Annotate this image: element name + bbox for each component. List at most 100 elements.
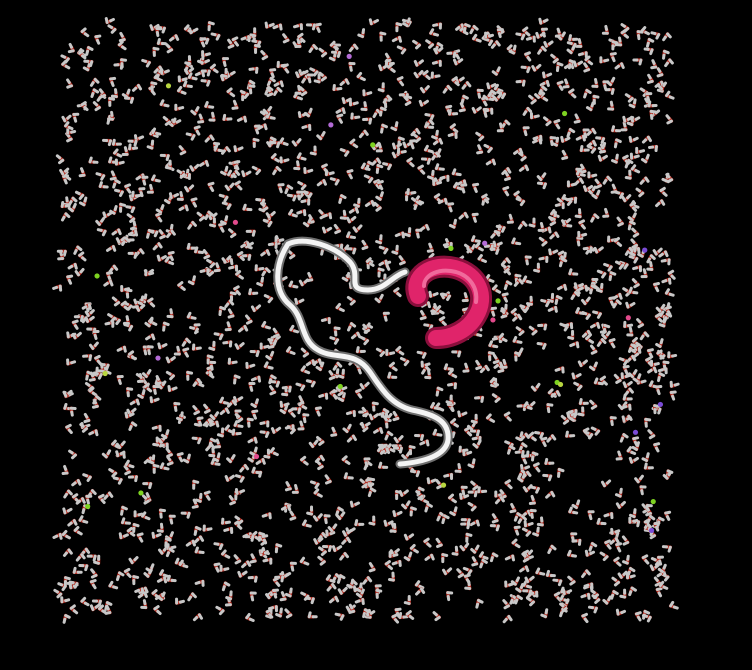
ion-atom — [85, 503, 91, 510]
water-molecule — [138, 187, 146, 198]
water-molecule — [72, 566, 83, 574]
water-molecule — [576, 236, 584, 247]
water-molecule — [492, 240, 503, 248]
water-molecule — [316, 178, 327, 187]
water-molecule — [661, 277, 672, 285]
water-molecule — [568, 506, 579, 515]
water-molecule — [441, 514, 450, 525]
water-molecule — [346, 215, 357, 224]
water-molecule — [639, 331, 650, 341]
water-molecule — [233, 554, 242, 565]
water-molecule — [639, 176, 650, 185]
water-molecule — [141, 175, 149, 186]
water-molecule — [446, 590, 454, 602]
water-molecule — [146, 139, 155, 150]
water-molecule — [430, 71, 441, 79]
water-molecule — [62, 548, 73, 557]
water-molecule — [385, 348, 396, 357]
water-molecule — [537, 323, 548, 331]
water-molecule — [615, 608, 627, 616]
water-molecule — [226, 169, 237, 179]
water-molecule — [275, 607, 283, 618]
water-molecule — [367, 487, 377, 498]
water-molecule — [329, 40, 339, 51]
water-molecule — [129, 398, 140, 406]
water-molecule — [343, 472, 354, 480]
water-molecule — [297, 420, 305, 431]
water-molecule — [601, 24, 610, 35]
water-molecule — [136, 295, 145, 306]
water-molecule — [496, 122, 505, 133]
water-molecule — [159, 153, 170, 162]
water-molecule — [503, 280, 513, 291]
water-molecule — [68, 196, 78, 206]
water-molecule — [296, 190, 304, 201]
water-molecule — [269, 380, 281, 388]
water-molecule — [376, 180, 384, 191]
water-molecule — [469, 24, 479, 35]
water-molecule — [245, 229, 256, 237]
water-molecule — [207, 212, 218, 221]
water-molecule — [112, 476, 123, 485]
water-molecule — [624, 93, 634, 103]
water-molecule — [542, 116, 552, 127]
water-molecule — [93, 554, 101, 565]
water-molecule — [168, 514, 176, 525]
water-molecule — [152, 242, 163, 251]
water-molecule — [167, 250, 175, 262]
water-molecule — [213, 262, 221, 273]
water-molecule — [536, 516, 544, 527]
water-molecule — [414, 433, 425, 442]
water-molecule — [528, 94, 537, 105]
water-molecule — [403, 533, 415, 541]
water-molecule — [607, 100, 615, 111]
water-molecule — [513, 511, 523, 522]
ion-atom — [328, 122, 334, 128]
water-molecule — [335, 511, 346, 521]
water-molecule — [242, 203, 253, 212]
water-molecule — [581, 329, 592, 338]
water-molecule — [513, 147, 524, 155]
water-molecule — [114, 158, 125, 166]
water-molecule — [102, 211, 113, 219]
water-molecule — [615, 500, 626, 509]
water-molecule — [491, 393, 501, 403]
water-molecule — [415, 587, 426, 596]
water-molecule — [299, 556, 310, 566]
water-molecule — [471, 182, 480, 193]
water-molecule — [162, 321, 170, 332]
water-molecule — [302, 217, 312, 228]
water-molecule — [378, 461, 389, 469]
water-molecule — [126, 407, 137, 416]
water-molecule — [155, 212, 163, 223]
water-molecule — [320, 316, 331, 325]
water-molecule — [293, 160, 301, 171]
water-molecule — [635, 146, 646, 155]
water-molecule — [590, 589, 600, 600]
water-molecule — [529, 508, 537, 519]
water-molecule — [645, 92, 653, 103]
water-molecule — [631, 227, 640, 238]
water-molecule — [368, 413, 379, 421]
water-molecule — [261, 512, 272, 520]
water-molecule — [506, 213, 515, 224]
water-molecule — [538, 17, 549, 25]
water-molecule — [61, 114, 72, 123]
water-molecule — [133, 510, 144, 518]
water-molecule — [556, 31, 566, 41]
water-molecule — [391, 244, 399, 255]
water-molecule — [112, 148, 123, 158]
water-molecule — [239, 463, 250, 473]
water-molecule — [417, 164, 426, 175]
water-molecule — [586, 185, 597, 195]
water-molecule — [622, 393, 633, 401]
water-molecule — [213, 562, 221, 573]
water-molecule — [375, 347, 386, 358]
water-molecule — [194, 579, 205, 587]
ion-atom — [94, 273, 100, 279]
ion-atom — [642, 247, 648, 253]
water-molecule — [503, 411, 512, 422]
water-molecule — [52, 284, 63, 292]
water-molecule — [653, 442, 661, 453]
